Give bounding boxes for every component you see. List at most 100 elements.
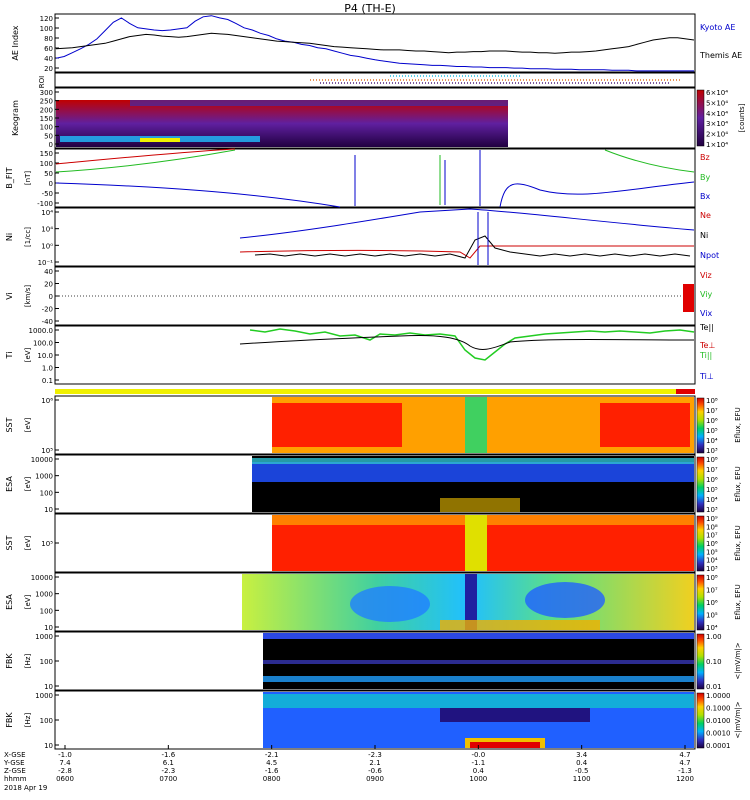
legend-ti-perp: Ti⊥ [699, 372, 714, 381]
x-tick-label: 0600 [56, 775, 74, 783]
panel-esa-ions-yticks: 10000 1000 100 10 [31, 456, 59, 514]
sst-ions-colorbar-label: Eflux, EFU [734, 407, 742, 442]
panel-sst-electrons-yticks: 10⁵ [41, 540, 59, 548]
ytick-label: 0 [49, 293, 53, 301]
panel-fbk-b-ylabel: FBK [5, 712, 14, 728]
colorbar-tick-label: 0.01 [706, 683, 722, 691]
fbk-b-band-top [263, 694, 694, 708]
series-ni [254, 235, 691, 259]
panel-bfield-units: [nT] [24, 171, 32, 185]
legend-te-par: Te|| [699, 323, 714, 332]
x-tick-label: -1.6 [265, 767, 279, 775]
ytick-label: 20 [44, 281, 53, 289]
panel-esa-ions-units: [eV] [24, 476, 32, 491]
legend-te-perp: Te⊥ [699, 341, 715, 350]
x-tick-label: -2.1 [265, 751, 279, 759]
x-tick-label: 4.7 [679, 751, 690, 759]
panel-sst-ions: SST [eV] 10⁶ 10⁵ 10⁸ 10⁷ 10⁶ 10⁵ 10⁴ 10³ Eflux… [5, 395, 742, 455]
x-tick-label: 1000 [469, 775, 487, 783]
sst-ions-hot-right [600, 403, 690, 447]
esa-electrons-colorbar-label: Eflux, EFU [734, 584, 742, 619]
x-tick-label: 1200 [676, 775, 694, 783]
series-by-late [604, 149, 695, 173]
panel-bfield: B_FIT [nT] 150 100 50 0 -50 -100 Bz By Bx [5, 148, 710, 208]
legend-npot: Npot [700, 251, 719, 260]
colorbar-tick-label: 10⁸ [706, 574, 718, 582]
x-tick-label: 0900 [366, 775, 384, 783]
mode-bar-red [676, 389, 695, 394]
colorbar-tick-label: 10⁶ [706, 476, 718, 484]
ytick-label: -100 [37, 200, 53, 208]
ytick-label: 10 [44, 683, 53, 691]
esa-electrons-blob-left [350, 586, 430, 622]
colorbar-tick-label: 5×10⁴ [706, 99, 728, 107]
colorbar-tick-label: 10⁵ [706, 612, 718, 620]
colorbar-tick-label: 3×10⁴ [706, 120, 728, 128]
ytick-label: 120 [40, 15, 53, 23]
ytick-label: 100.0 [33, 340, 53, 348]
x-tick-label: 2.1 [369, 759, 380, 767]
x-tick-label: 0.4 [576, 759, 588, 767]
series-themis-ae [55, 32, 695, 54]
panel-esa-ions-frame [54, 454, 696, 514]
esa-electrons-low [440, 620, 600, 630]
colorbar-tick-label: 10⁵ [706, 427, 718, 435]
x-tick-label: -2.3 [368, 751, 382, 759]
panel-temp-units: [eV] [24, 347, 32, 362]
x-tick-label: 6.1 [163, 759, 174, 767]
sst-ions-colorbar-ticks: 10⁸ 10⁷ 10⁶ 10⁵ 10⁴ 10³ [706, 397, 718, 455]
colorbar-tick-label: 0.0001 [706, 742, 731, 750]
ytick-label: 100 [40, 717, 53, 725]
fbk-b-colorbar-ticks: 1.0000 0.1000 0.0100 0.0010 0.0001 [706, 692, 731, 750]
keogram-colorbar-label: [counts] [738, 103, 746, 132]
panel-sst-ions-frame [54, 395, 696, 455]
sst-electrons-cold-column [465, 515, 487, 571]
colorbar-tick-label: 6×10⁴ [706, 89, 728, 97]
legend-ne: Ne [700, 211, 711, 220]
ytick-label: 10000 [31, 574, 53, 582]
panel-density: Ni [1/cc] 10⁴ 10⁴ 10⁰ 10⁻¹ Ne Ni Npot [5, 207, 719, 267]
ytick-label: 1.0 [42, 365, 53, 373]
ytick-label: 1000 [35, 633, 53, 641]
panel-temp: Ti [eV] 1000.0 100.0 10.0 1.0 0.1 Te|| Te⊥ T… [5, 323, 715, 385]
x-tick-label: 4.7 [679, 759, 690, 767]
ytick-label: 150 [40, 150, 53, 158]
series-bx [55, 181, 695, 208]
ytick-label: 300 [40, 89, 53, 97]
x-tick-label: -1.1 [471, 759, 485, 767]
legend-bz: Bz [700, 153, 710, 162]
x-tick-label: 7.4 [59, 759, 71, 767]
panel-density-units: [1/cc] [24, 227, 32, 247]
panel-esa-electrons-units: [eV] [24, 594, 32, 609]
sst-electrons-colorbar-label: Eflux, EFU [734, 525, 742, 560]
series-te-par [239, 335, 695, 350]
colorbar-tick-label: 10⁴ [706, 557, 718, 565]
ytick-label: 10⁻¹ [38, 259, 54, 267]
ytick-label: 100 [40, 25, 53, 33]
panel-fbk-b-units: [Hz] [24, 713, 32, 728]
fbk-e-colorbar-label: <|mV/m|> [734, 642, 742, 679]
ytick-label: 1000 [35, 692, 53, 700]
x-axis-row-label: Z-GSE [4, 767, 26, 775]
legend-viz: Viz [700, 271, 712, 280]
colorbar-tick-label: 1×10⁴ [706, 141, 728, 149]
ytick-label: 60 [44, 45, 53, 53]
colorbar-tick-label: 10⁴ [706, 624, 718, 632]
colorbar-tick-label: 10⁷ [706, 407, 718, 415]
panel-ae-ylabel: AE Index [11, 25, 20, 60]
x-tick-label: 0700 [159, 775, 177, 783]
colorbar-tick-label: 2×10⁴ [706, 131, 728, 139]
fbk-e-band-mid [263, 660, 694, 664]
legend-ni: Ni [700, 231, 708, 240]
panel-bfield-frame [54, 148, 696, 208]
ytick-label: 10⁴ [41, 226, 53, 234]
ytick-label: 1000 [35, 591, 53, 599]
panel-temp-frame [54, 325, 696, 385]
ytick-label: 0 [49, 180, 53, 188]
ytick-label: 10⁵ [41, 447, 53, 455]
panel-roi-ylabel: ROI [38, 76, 46, 88]
